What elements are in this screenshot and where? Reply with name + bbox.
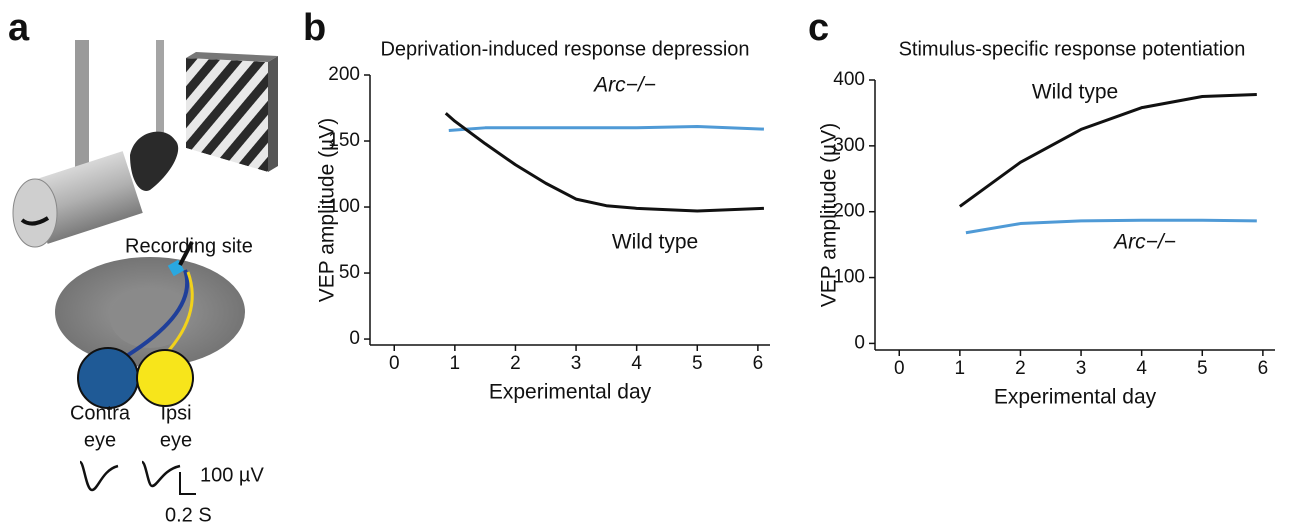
- ipsi-eye: [136, 349, 194, 407]
- electrode: [178, 241, 194, 266]
- chart: b Deprivation-induced response depression…: [303, 7, 770, 404]
- x-tick-label: 0: [389, 353, 400, 374]
- chart: c Stimulus-specific response potentiation…: [808, 7, 1275, 409]
- series-label: Arc−/−: [1112, 231, 1176, 254]
- x-tick-label: 4: [1136, 358, 1147, 379]
- x-axis-label: Experimental day: [994, 386, 1157, 409]
- trace: [78, 460, 119, 492]
- grating-screen: [186, 58, 268, 172]
- label: eye: [160, 429, 192, 451]
- label: eye: [84, 429, 116, 451]
- brain-core: [110, 288, 190, 348]
- y-tick-label: 50: [339, 262, 360, 283]
- y-tick-label: 100: [833, 267, 865, 288]
- x-tick-label: 2: [510, 353, 521, 374]
- y-tick-label: 150: [328, 130, 360, 151]
- series-line: [448, 124, 764, 132]
- illustration: a Recording site Contra eye Ipsi eye 100…: [8, 7, 278, 526]
- chart-title: Deprivation-induced response depression: [380, 38, 749, 60]
- panel-label: c: [808, 7, 829, 49]
- series-line: [958, 92, 1257, 208]
- y-tick-label: 100: [328, 196, 360, 217]
- series-line: [444, 112, 764, 213]
- x-tick-label: 1: [955, 358, 966, 379]
- x-tick-label: 5: [1197, 358, 1208, 379]
- mouse: [130, 131, 179, 191]
- contra-eye: [77, 347, 139, 409]
- post: [75, 40, 89, 200]
- panel-label: a: [8, 7, 30, 49]
- pathway: [118, 269, 190, 362]
- label: Contra: [70, 402, 131, 424]
- y-tick-label: 200: [328, 64, 360, 85]
- y-tick-label: 0: [349, 328, 360, 349]
- x-tick-label: 1: [450, 353, 461, 374]
- trace: [141, 460, 181, 488]
- screen-edge: [186, 52, 278, 62]
- x-tick-label: 5: [692, 353, 703, 374]
- post: [156, 40, 164, 150]
- y-tick-label: 400: [833, 69, 865, 90]
- series-label: Arc−/−: [592, 74, 656, 97]
- y-tick-label: 0: [854, 332, 865, 353]
- screen-edge: [268, 56, 278, 172]
- x-tick-label: 6: [753, 353, 764, 374]
- tube-slot: [20, 216, 50, 226]
- label: 0.2 S: [165, 504, 212, 526]
- x-tick-label: 3: [1076, 358, 1087, 379]
- y-axis-label: VEP amplitude (µV): [316, 118, 339, 302]
- x-tick-label: 0: [894, 358, 905, 379]
- label: Ipsi: [160, 402, 191, 424]
- panel-label: b: [303, 7, 326, 49]
- series-label: Wild type: [1032, 81, 1118, 104]
- chart-title: Stimulus-specific response potentiation: [899, 38, 1246, 60]
- x-tick-label: 3: [571, 353, 582, 374]
- series-line: [965, 218, 1257, 235]
- x-tick-label: 4: [631, 353, 642, 374]
- y-axis-label: VEP amplitude (µV): [818, 123, 841, 307]
- x-tick-label: 6: [1258, 358, 1269, 379]
- x-tick-label: 2: [1015, 358, 1026, 379]
- label: 100 µV: [200, 464, 264, 486]
- x-axis-label: Experimental day: [489, 381, 652, 404]
- scale-bar: [179, 472, 196, 495]
- series-label: Wild type: [612, 231, 698, 254]
- label: Recording site: [125, 235, 253, 257]
- tube-end: [12, 178, 58, 248]
- y-tick-label: 200: [833, 201, 865, 222]
- y-tick-label: 300: [833, 135, 865, 156]
